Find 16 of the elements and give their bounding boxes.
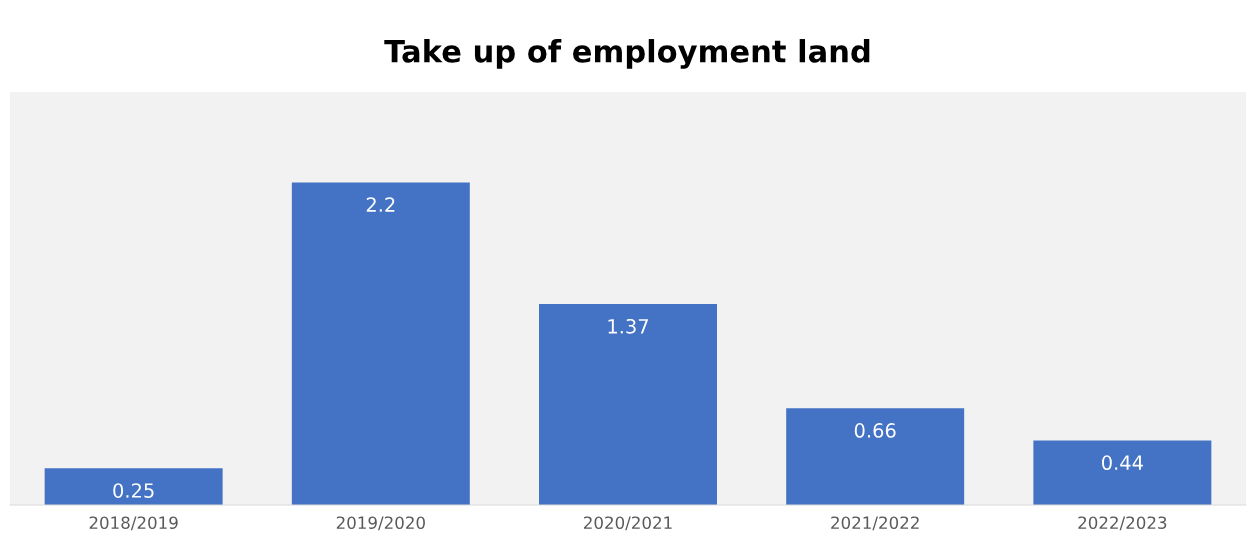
data-label: 0.66 bbox=[854, 423, 896, 438]
bar bbox=[291, 182, 470, 505]
data-label: 0.25 bbox=[113, 483, 154, 498]
x-tick-label: 2020/2021 bbox=[584, 516, 672, 531]
bar bbox=[786, 408, 965, 505]
data-label: 2.2 bbox=[366, 197, 395, 212]
bar bbox=[539, 304, 717, 505]
bar bbox=[44, 468, 223, 505]
bar bbox=[1033, 440, 1212, 505]
x-tick-label: 2021/2022 bbox=[831, 516, 919, 531]
data-label: 0.44 bbox=[1102, 455, 1143, 471]
chart-title: Take up of employment land bbox=[384, 39, 870, 69]
x-tick-label: 2018/2019 bbox=[89, 516, 178, 531]
x-tick-label: 2019/2020 bbox=[336, 516, 425, 531]
data-label: 1.37 bbox=[608, 318, 648, 334]
x-tick-label: 2022/2023 bbox=[1078, 516, 1167, 531]
